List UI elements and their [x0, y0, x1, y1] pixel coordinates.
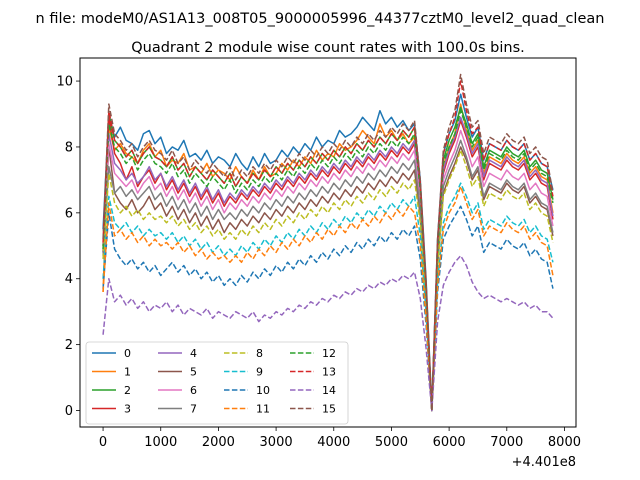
legend-label-9: 9 — [256, 366, 263, 379]
legend-label-4: 4 — [190, 347, 197, 360]
y-axis: 0 2 4 6 8 10 — [56, 75, 80, 419]
y-tick-label: 10 — [56, 75, 73, 90]
chart-title: Quadrant 2 module wise count rates with … — [131, 40, 525, 56]
series-line-9 — [102, 182, 554, 412]
legend-label-10: 10 — [256, 384, 270, 397]
y-tick-label: 8 — [65, 140, 73, 155]
x-tick-label: 5000 — [375, 435, 408, 450]
x-axis: 0 1000 2000 3000 4000 5000 6000 7000 8000 — [99, 427, 581, 450]
x-tick-label: 1000 — [144, 435, 177, 450]
series-line-11 — [102, 185, 554, 412]
legend-label-3: 3 — [124, 403, 131, 416]
legend-label-6: 6 — [190, 384, 197, 397]
x-tick-label: 8000 — [548, 435, 581, 450]
series-line-12 — [102, 109, 554, 412]
x-tick-label: 4000 — [317, 435, 350, 450]
x-offset-label: +4.401e8 — [512, 455, 576, 470]
series-line-13 — [102, 80, 554, 412]
legend-label-1: 1 — [124, 366, 131, 379]
series-line-6 — [102, 129, 554, 412]
legend-label-2: 2 — [124, 384, 131, 397]
x-tick-label: 3000 — [260, 435, 293, 450]
legend-box — [85, 341, 349, 425]
legend-label-7: 7 — [190, 403, 197, 416]
series-line-15 — [102, 73, 554, 412]
y-tick-label: 4 — [65, 272, 73, 287]
legend-label-0: 0 — [124, 347, 131, 360]
x-tick-label: 0 — [99, 435, 107, 450]
x-tick-label: 2000 — [202, 435, 235, 450]
legend-label-8: 8 — [256, 347, 263, 360]
legend-label-14: 14 — [322, 384, 336, 397]
legend-label-15: 15 — [322, 403, 336, 416]
series-line-4 — [102, 116, 554, 412]
x-tick-label: 6000 — [433, 435, 466, 450]
legend-label-13: 13 — [322, 366, 336, 379]
series-line-8 — [102, 149, 554, 412]
series-line-7 — [102, 139, 554, 412]
y-tick-label: 6 — [65, 206, 73, 221]
series-line-14 — [102, 254, 554, 412]
series-layer — [102, 73, 554, 412]
legend-label-12: 12 — [322, 347, 336, 360]
plot-area — [79, 57, 577, 428]
legend-label-5: 5 — [190, 366, 197, 379]
legend-label-11: 11 — [256, 403, 270, 416]
series-line-10 — [102, 205, 554, 412]
chart-suptitle: n file: modeM0/AS1A13_008T05_9000005996_… — [36, 11, 605, 27]
plot-frame — [79, 57, 577, 428]
y-tick-label: 0 — [65, 404, 73, 419]
y-tick-label: 2 — [65, 338, 73, 353]
x-tick-label: 7000 — [490, 435, 523, 450]
